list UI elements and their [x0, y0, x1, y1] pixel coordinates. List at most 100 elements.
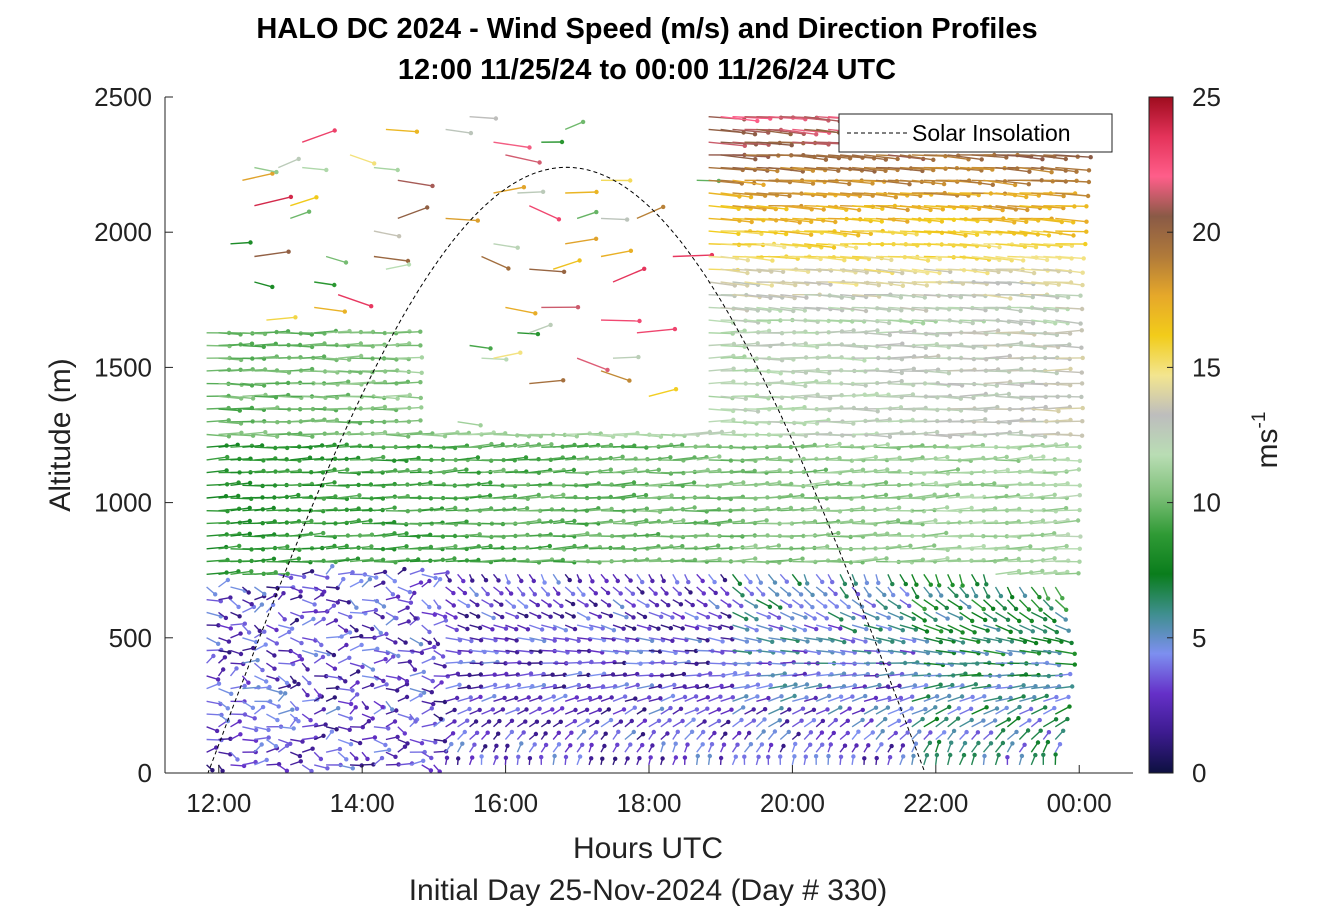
wind-vector-head	[744, 694, 749, 699]
wind-vector-head	[984, 705, 989, 710]
wind-vector-head	[369, 304, 374, 309]
wind-vector-head	[900, 743, 906, 748]
wind-vector-head	[675, 729, 680, 734]
wind-vector	[839, 611, 854, 619]
wind-vector	[923, 611, 936, 621]
wind-vector-head	[299, 657, 305, 662]
wind-vector	[254, 369, 278, 372]
wind-vector-head	[621, 483, 626, 489]
wind-vector-head	[378, 630, 383, 636]
wind-vector-head	[309, 518, 314, 524]
wind-vector	[230, 433, 254, 437]
wind-vector-head	[538, 695, 543, 700]
wind-vector-head	[729, 707, 734, 712]
wind-vector	[780, 294, 807, 299]
wind-vector-head	[525, 496, 530, 501]
wind-vector	[529, 673, 544, 677]
wind-vector-head	[632, 705, 637, 710]
wind-vector	[792, 230, 822, 234]
wind-vector	[218, 444, 238, 448]
wind-vector-head	[325, 766, 330, 771]
wind-vector	[911, 217, 942, 223]
wind-vector	[254, 520, 275, 525]
wind-vector	[875, 268, 903, 274]
wind-vector	[720, 154, 756, 160]
wind-vector-head	[912, 328, 917, 334]
wind-vector-head	[589, 756, 594, 761]
wind-vector-head	[370, 626, 375, 632]
wind-vector-head	[253, 759, 258, 765]
wind-vector-head	[380, 615, 385, 620]
wind-vector	[840, 673, 855, 677]
wind-vector	[875, 611, 889, 619]
wind-vector	[266, 573, 288, 575]
wind-vector-head	[900, 628, 905, 633]
wind-vector-head	[574, 434, 579, 439]
wind-vector	[433, 431, 458, 436]
wind-vector-head	[886, 615, 891, 620]
wind-vector	[541, 685, 556, 690]
wind-vector-head	[259, 602, 265, 607]
wind-vector	[206, 546, 227, 550]
wind-vector-head	[567, 577, 572, 583]
wind-vector-head	[556, 591, 561, 596]
wind-vector	[469, 649, 485, 653]
wind-vector	[816, 179, 850, 185]
wind-vector-head	[819, 730, 825, 735]
wind-vector-head	[402, 744, 408, 749]
wind-vector	[875, 706, 889, 715]
wind-vector	[409, 481, 431, 486]
wind-vector	[827, 706, 841, 715]
wind-vector-head	[427, 640, 432, 645]
wind-vector	[612, 445, 635, 448]
wind-vector-head	[756, 754, 761, 759]
wind-vector-head	[587, 695, 593, 701]
wind-vector-head	[685, 742, 690, 747]
wind-vector-head	[533, 731, 539, 737]
wind-vector-head	[563, 693, 568, 699]
wind-vector-head	[449, 741, 454, 747]
wind-vector	[636, 469, 659, 474]
wind-vector	[852, 268, 880, 273]
wind-vector	[708, 205, 739, 210]
wind-vector-head	[936, 739, 942, 745]
wind-vector-head	[780, 269, 786, 274]
wind-vector-head	[308, 718, 313, 723]
wind-vector	[612, 649, 628, 654]
wind-vector-head	[823, 467, 829, 472]
wind-vector-head	[437, 605, 442, 610]
wind-vector-head	[650, 743, 655, 748]
wind-vector-head	[266, 735, 271, 740]
wind-vector	[935, 546, 960, 550]
wind-vector-head	[752, 132, 758, 137]
wind-vector	[684, 469, 708, 474]
wind-vector	[397, 406, 422, 410]
wind-vector	[959, 166, 993, 171]
wind-vector-head	[418, 418, 423, 423]
wind-vector	[624, 483, 647, 486]
wind-vector	[577, 661, 592, 664]
wind-vector-head	[903, 581, 908, 587]
wind-vector	[708, 497, 731, 500]
wind-vector	[732, 281, 759, 286]
wind-vector-head	[383, 657, 388, 662]
wind-vector	[338, 519, 359, 525]
wind-vector	[923, 445, 948, 448]
wind-vector	[505, 306, 536, 314]
wind-vector-head	[524, 707, 529, 712]
wind-vector	[672, 637, 687, 641]
wind-vector-head	[542, 638, 547, 644]
wind-vector-head	[509, 718, 515, 723]
wind-vector-head	[391, 654, 396, 659]
wind-vector-head	[821, 207, 826, 212]
wind-vector	[493, 141, 530, 149]
wind-vector	[242, 470, 264, 474]
wind-vector-head	[624, 217, 630, 222]
wind-vector	[863, 481, 887, 486]
wind-vector-head	[309, 366, 315, 372]
wind-vector-head	[846, 604, 851, 610]
wind-vector	[804, 281, 831, 286]
wind-vector-head	[466, 603, 471, 609]
wind-vector-head	[975, 730, 981, 735]
wind-vector	[600, 649, 617, 653]
